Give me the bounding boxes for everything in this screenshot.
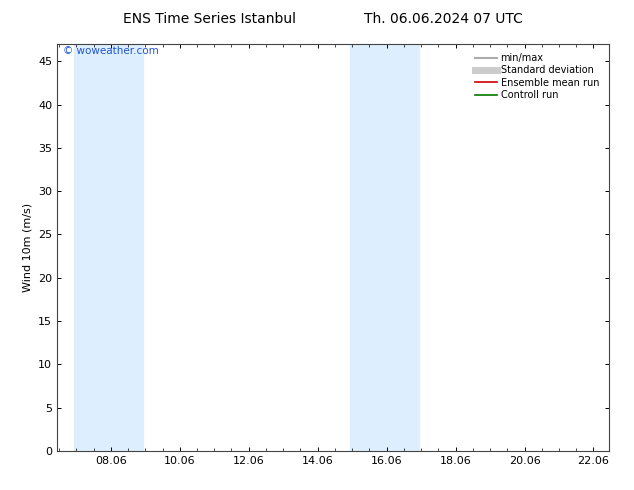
Text: ENS Time Series Istanbul: ENS Time Series Istanbul xyxy=(123,12,295,26)
Legend: min/max, Standard deviation, Ensemble mean run, Controll run: min/max, Standard deviation, Ensemble me… xyxy=(474,51,601,102)
Y-axis label: Wind 10m (m/s): Wind 10m (m/s) xyxy=(23,203,32,292)
Text: © woweather.com: © woweather.com xyxy=(63,46,158,56)
Bar xyxy=(74,44,143,451)
Bar xyxy=(350,44,419,451)
Text: Th. 06.06.2024 07 UTC: Th. 06.06.2024 07 UTC xyxy=(365,12,523,26)
